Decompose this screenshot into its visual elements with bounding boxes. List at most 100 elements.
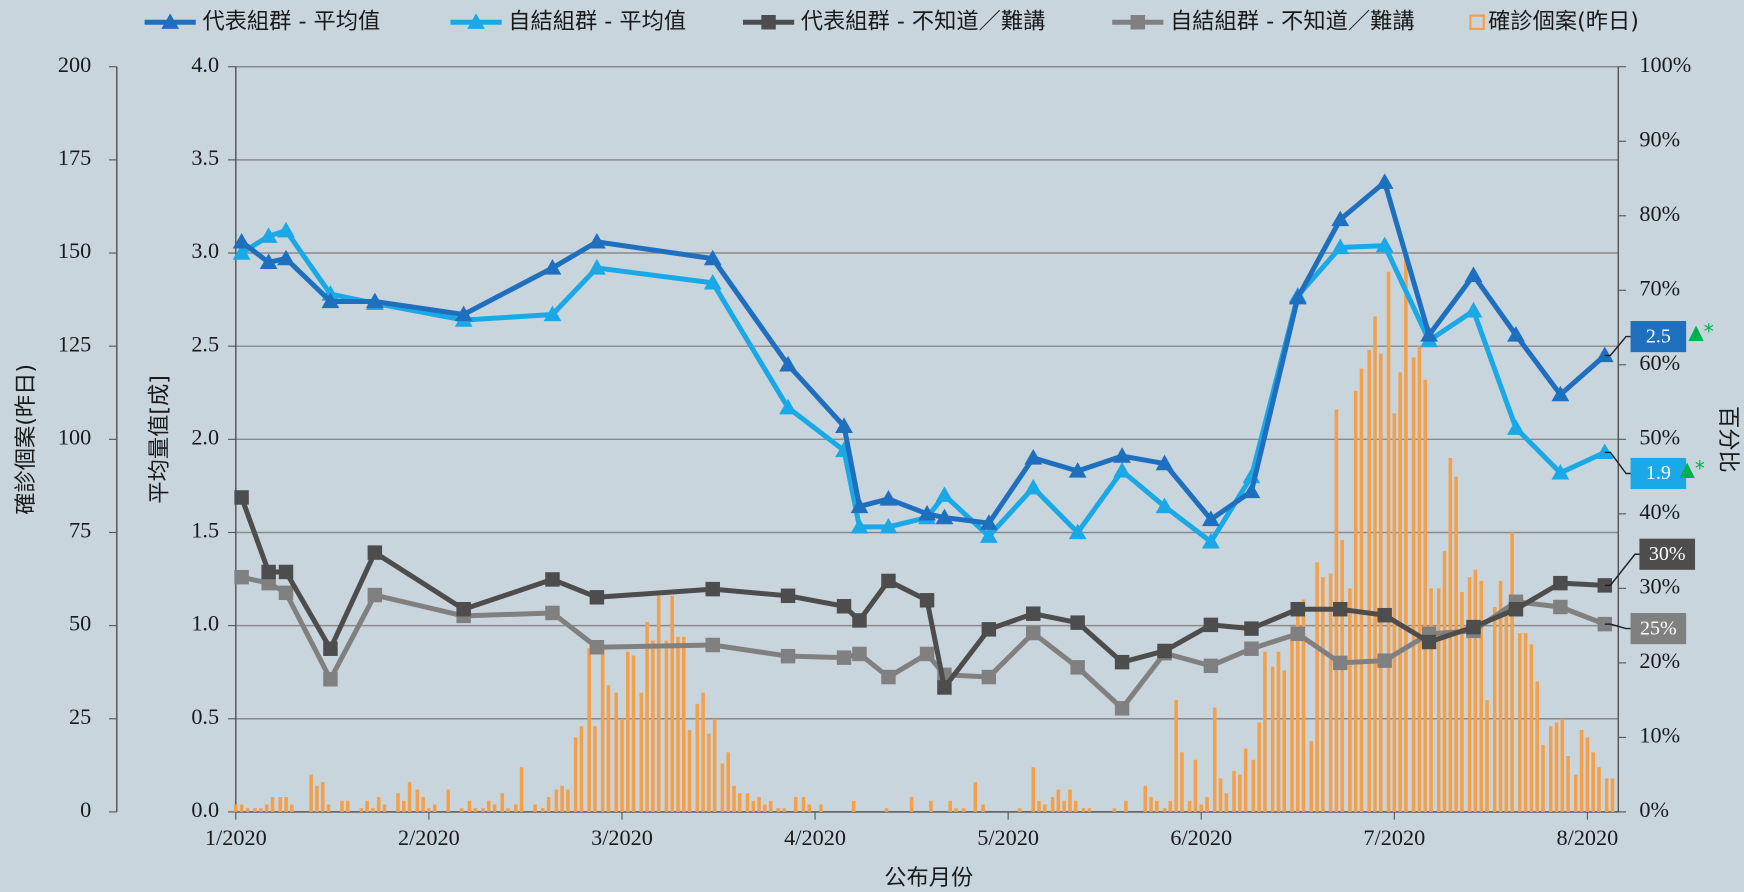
end-label: 30% — [1649, 543, 1686, 565]
bar — [1276, 651, 1281, 812]
y2-tick-label: 100% — [1639, 52, 1691, 77]
end-label: 2.5 — [1646, 325, 1671, 347]
bar — [695, 703, 700, 812]
end-label-box — [1630, 613, 1687, 645]
x-tick-label: 6/2020 — [1170, 825, 1232, 850]
bar — [819, 804, 823, 812]
point — [1331, 210, 1350, 227]
y2-tick-label: 60% — [1639, 350, 1680, 375]
point — [277, 221, 295, 238]
bar — [1270, 666, 1275, 812]
bar — [1340, 539, 1344, 812]
y2-tick-label: 90% — [1639, 126, 1680, 151]
bar — [1124, 800, 1128, 812]
bar — [1379, 353, 1383, 812]
point — [1375, 173, 1394, 189]
point — [881, 669, 896, 685]
bar — [486, 800, 491, 812]
bar — [1479, 580, 1484, 812]
bar — [701, 692, 705, 812]
end-label: 1.9 — [1646, 462, 1671, 484]
point — [259, 253, 278, 270]
point — [234, 569, 249, 585]
point — [937, 680, 952, 695]
bar — [566, 789, 570, 812]
legend-item: 確診個案(昨日) — [1469, 9, 1639, 35]
bar — [606, 685, 611, 812]
bar — [1560, 718, 1565, 812]
y3-tick-label: 25 — [69, 704, 91, 729]
point — [1595, 443, 1614, 460]
x-tick-label: 3/2020 — [591, 825, 653, 850]
bar — [1056, 789, 1061, 812]
y3-axis-title: 確診個案(昨日) — [13, 364, 39, 515]
point — [1113, 462, 1131, 478]
end-label-box — [1630, 457, 1687, 490]
bar — [1566, 756, 1570, 812]
point — [232, 232, 251, 249]
point — [835, 417, 853, 433]
point — [277, 249, 295, 266]
point — [1201, 510, 1220, 527]
point — [1553, 599, 1568, 615]
bar — [948, 800, 953, 812]
bar — [801, 797, 806, 812]
point — [1464, 266, 1483, 283]
y3-tick-label: 0 — [80, 797, 91, 822]
bar — [1238, 774, 1242, 812]
point — [1333, 601, 1348, 617]
bar — [1535, 681, 1539, 812]
bar — [1460, 592, 1464, 812]
point — [850, 517, 869, 534]
bar — [1585, 737, 1590, 812]
point — [703, 273, 722, 290]
y-tick-label: 1.0 — [191, 611, 219, 636]
bar — [961, 808, 966, 812]
bar — [1454, 476, 1458, 812]
point — [1595, 346, 1614, 363]
bar — [782, 808, 786, 812]
end-label-connector — [1604, 623, 1631, 630]
point — [1113, 447, 1131, 463]
bar — [1591, 752, 1595, 812]
y-tick-label: 0.5 — [191, 704, 219, 729]
series-2 — [234, 490, 1613, 695]
bar — [239, 804, 244, 812]
point — [589, 590, 605, 605]
bar — [234, 804, 238, 812]
point — [1597, 616, 1613, 632]
bar — [1510, 532, 1514, 812]
point — [981, 669, 997, 685]
point — [1070, 660, 1085, 675]
bar — [909, 797, 914, 812]
bar — [415, 789, 420, 812]
bar — [371, 808, 375, 812]
bar — [396, 793, 400, 812]
bar — [1168, 800, 1173, 812]
point — [1155, 454, 1174, 471]
point — [919, 593, 935, 608]
bar — [1224, 793, 1229, 812]
y3-tick-label: 100 — [58, 424, 91, 449]
bar — [340, 800, 344, 812]
legend-item: 自結組群 - 平均值 — [450, 9, 686, 35]
y-tick-label: 4.0 — [191, 52, 219, 77]
bar — [1404, 253, 1408, 812]
point — [1551, 385, 1570, 402]
bar — [757, 797, 761, 812]
bar — [1485, 700, 1489, 812]
point — [367, 545, 383, 560]
y2-tick-label: 0% — [1639, 797, 1669, 822]
bar — [664, 640, 669, 812]
line — [241, 574, 1606, 711]
bar — [793, 797, 798, 812]
bar — [1411, 357, 1416, 812]
legend-marker — [161, 13, 180, 29]
point — [543, 305, 562, 322]
point — [1466, 619, 1481, 635]
point — [456, 601, 471, 617]
legend-label: 確診個案(昨日) — [1488, 9, 1639, 35]
point — [1203, 617, 1219, 633]
point — [780, 648, 796, 664]
